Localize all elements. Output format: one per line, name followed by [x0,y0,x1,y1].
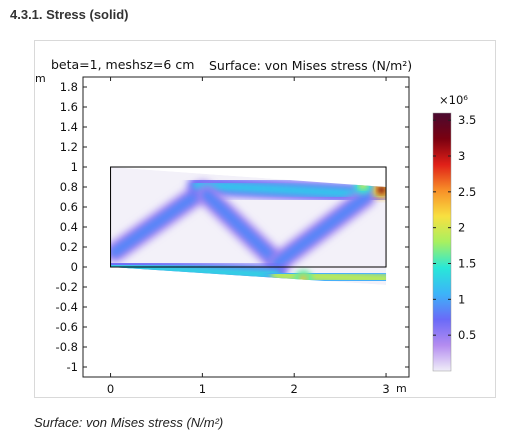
member-core [192,180,384,200]
x-tick-label: 2 [291,382,298,396]
y-axis-unit: m [35,72,46,85]
y-tick-label: 0 [71,260,78,274]
y-tick-label: -0.8 [56,340,78,354]
colorbar-tick-label: 2 [458,221,465,235]
x-tick-label: 1 [199,382,206,396]
figure-caption: Surface: von Mises stress (N/m²) [34,415,224,430]
member-core [110,186,208,257]
colorbar-tick-label: 3.5 [458,113,476,127]
y-tick-label: 1.4 [60,120,78,134]
section-title: 4.3.1. Stress (solid) [10,7,129,22]
y-tick-label: -0.4 [56,300,78,314]
truss-member-center-diagonal-up [267,187,376,273]
y-tick-label: 1.6 [60,100,78,114]
truss-member-center-diagonal-down [196,185,288,273]
colorbar-tick-label: 0.5 [458,328,476,342]
y-tick-label: -0.2 [56,280,78,294]
plot-title-right: Surface: von Mises stress (N/m²) [209,58,412,73]
stress-plot: beta=1, meshsz=6 cm Surface: von Mises s… [35,57,476,396]
truss-member-bottom-chord-right [265,265,387,285]
figure-frame: beta=1, meshsz=6 cm Surface: von Mises s… [34,40,496,398]
y-tick-label: 1.2 [60,140,78,154]
truss-member-top-chord [187,175,387,205]
y-tick-label: 0.4 [60,220,78,234]
y-tick-label: 0.6 [60,200,78,214]
stress-hotspot [377,186,386,194]
colorbar-tick-label: 2.5 [458,185,476,199]
member-core [110,262,281,280]
x-tick-label: 0 [107,382,114,396]
y-tick-label: -1 [67,360,78,374]
truss-member-left-diagonal [110,181,213,262]
undeformed-outline [110,166,387,268]
x-tick-label: 3 [382,382,389,396]
truss-member-bottom-chord-left [110,257,286,285]
y-tick-label: -0.6 [56,320,78,334]
colorbar-tick-label: 1.5 [458,257,476,271]
plot-title-left: beta=1, meshsz=6 cm [51,57,194,72]
colorbar-scale: ×10⁶ [439,93,468,107]
y-tick-label: 1 [71,160,78,174]
x-axis-unit: m [396,382,407,395]
y-tick-label: 1.8 [60,80,78,94]
colorbar-tick-label: 1 [458,292,465,306]
colorbar-tick-label: 3 [458,149,465,163]
y-tick-label: 0.8 [60,180,78,194]
member-core [270,270,387,284]
member-core [272,192,371,268]
stress-field [110,167,387,285]
colorbar [432,112,452,372]
y-tick-label: 0.2 [60,240,78,254]
member-core [201,190,283,268]
